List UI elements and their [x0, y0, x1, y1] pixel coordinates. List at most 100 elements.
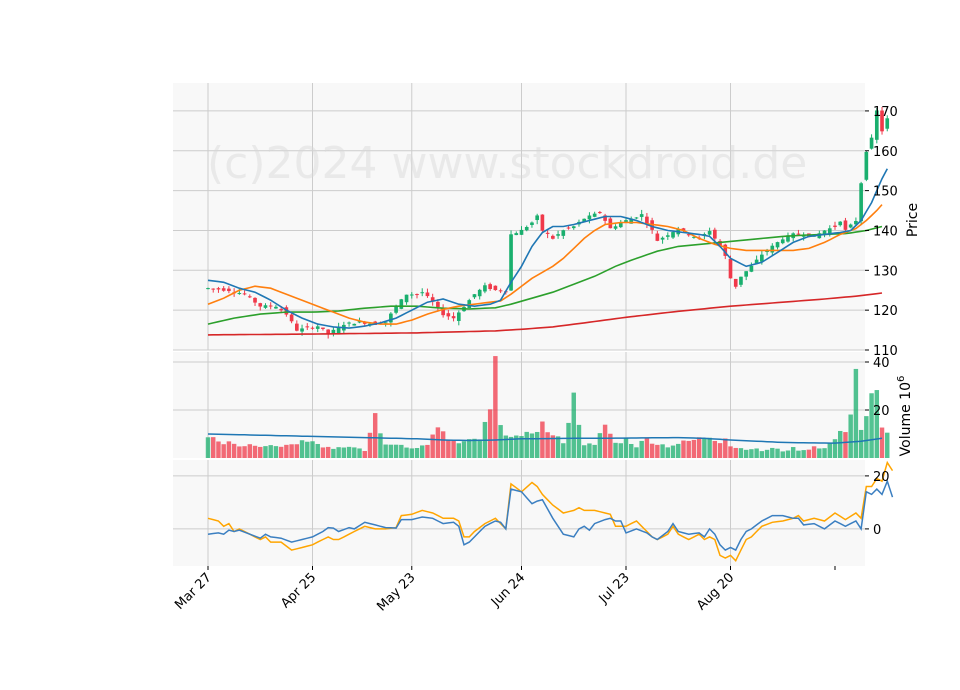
volume-bar [529, 433, 535, 458]
candle [331, 327, 336, 337]
candle [545, 230, 550, 239]
volume-bar [691, 439, 697, 458]
volume-bar [315, 443, 320, 458]
volume-bar [420, 445, 425, 458]
volume-bar [566, 422, 571, 458]
x-tick-label: Mar 27 [172, 570, 215, 613]
volume-bar [874, 390, 880, 458]
volume-bar [461, 441, 467, 458]
candle [467, 298, 472, 309]
volume-bar [409, 448, 414, 458]
candle [885, 115, 890, 132]
volume-bar [435, 427, 441, 458]
volume-bar [858, 429, 864, 458]
volume-bar [451, 440, 456, 458]
candle [770, 243, 775, 256]
volume-bar [519, 436, 524, 458]
volume-bar [367, 432, 373, 458]
candle [692, 236, 696, 239]
volume-bar [430, 434, 435, 458]
candle [227, 286, 231, 294]
candle [221, 286, 226, 292]
volume-tick-label: 20 [873, 404, 890, 419]
ma-longest-line [207, 292, 883, 336]
volume-tick-label: 40 [873, 356, 890, 371]
candle [206, 287, 210, 290]
candle [347, 321, 351, 327]
volume-bar [555, 436, 561, 458]
candle [613, 224, 618, 231]
volume-bar [655, 444, 660, 458]
candle [409, 292, 414, 299]
watermark: (c)2024 www.stockdroid.de [207, 138, 807, 189]
candle [535, 213, 540, 225]
candle [624, 217, 628, 223]
volume-bar [263, 446, 268, 458]
volume-bar [817, 448, 822, 458]
volume-bar [440, 431, 446, 458]
volume-bar [268, 445, 273, 458]
candle [514, 231, 519, 236]
candle [571, 225, 576, 230]
volume-bar [576, 424, 582, 458]
price-tick-label: 160 [873, 145, 898, 160]
osc-tick-label: 0 [873, 523, 881, 538]
candle [739, 276, 743, 287]
candle [420, 288, 425, 297]
volume-bar [717, 443, 723, 458]
volume-bar [305, 441, 310, 458]
volume-bar [205, 437, 211, 458]
candle [310, 326, 315, 330]
price-tick-label: 130 [873, 264, 898, 279]
candle [451, 312, 456, 322]
candle [733, 278, 738, 289]
candle [843, 217, 848, 234]
candle [780, 237, 785, 245]
candle [211, 288, 216, 293]
volume-bar [806, 449, 812, 458]
volume-bar [540, 421, 545, 458]
candle [404, 294, 409, 305]
x-tick-label: Apr 25 [278, 570, 319, 611]
candle [472, 294, 477, 299]
volume-bar [550, 435, 556, 458]
volume-bar [644, 437, 650, 458]
volume-bar [681, 440, 686, 458]
volume-bar [770, 447, 775, 458]
volume-bar [378, 433, 383, 458]
candle [874, 107, 879, 144]
volume-bar [587, 443, 592, 458]
candle [712, 227, 717, 243]
volume-bar [728, 446, 733, 458]
volume-bar [843, 432, 848, 458]
candle [446, 309, 451, 320]
candle [707, 227, 712, 236]
volume-bar [723, 438, 728, 458]
volume-axis-label: Volume 106 [896, 376, 914, 457]
volume-bar [764, 449, 770, 458]
volume-bar [294, 444, 300, 458]
candle [305, 323, 310, 331]
volume-bar [838, 430, 843, 458]
volume-bar [634, 447, 639, 458]
candle [483, 282, 487, 294]
volume-bar [827, 442, 832, 458]
volume-bar [712, 440, 718, 458]
volume-bar [561, 443, 566, 458]
volume-bar [790, 447, 796, 458]
candle [488, 282, 492, 291]
volume-bar [498, 425, 503, 458]
volume-axis-label-text: Volume [898, 404, 914, 456]
volume-bar [738, 448, 744, 458]
candle [399, 298, 404, 310]
candle [524, 225, 529, 232]
volume-bar [749, 449, 754, 458]
volume-bar [289, 444, 294, 458]
x-tick-label: Jul 23 [596, 570, 633, 607]
volume-bar [226, 441, 232, 458]
volume-bar [743, 449, 749, 458]
candle [519, 226, 524, 235]
oscillator-fast-line [207, 479, 894, 552]
volume-bar [581, 445, 587, 458]
volume-bar [524, 431, 529, 458]
